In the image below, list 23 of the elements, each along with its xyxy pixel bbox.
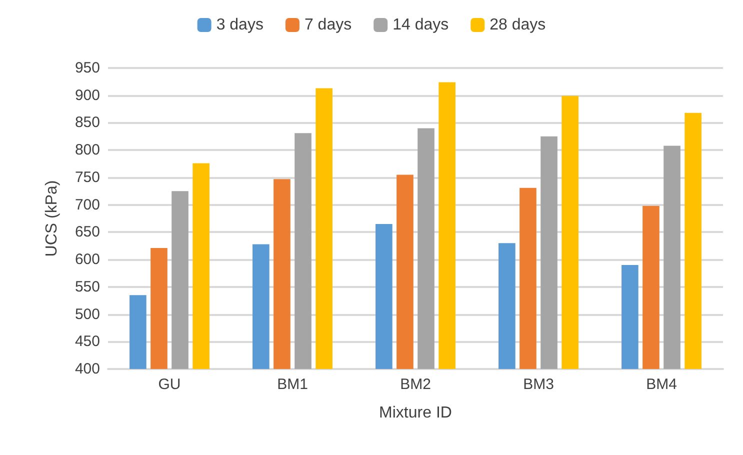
y-tick-label: 450 xyxy=(74,333,100,350)
y-tick-label: 650 xyxy=(74,224,100,241)
y-tick-label: 900 xyxy=(74,86,100,104)
x-tick-label: GU xyxy=(158,376,181,393)
y-tick-label: 700 xyxy=(74,196,100,214)
legend-label: 3 days xyxy=(216,16,264,34)
x-tick-label: BM1 xyxy=(277,376,308,393)
x-tick-label: BM2 xyxy=(400,376,431,393)
y-axis-title: UCS (kPa) xyxy=(44,180,60,257)
y-tick-label: 750 xyxy=(74,168,100,186)
legend-label: 14 days xyxy=(392,16,449,34)
y-tick-label: 600 xyxy=(74,251,100,268)
legend-label: 7 days xyxy=(304,16,352,34)
x-axis-title: Mixture ID xyxy=(379,404,452,422)
y-tick-label: 550 xyxy=(74,278,100,296)
y-tick-label: 850 xyxy=(74,114,100,132)
y-tick-label: 500 xyxy=(74,306,100,323)
y-tick-label: 950 xyxy=(74,60,100,76)
legend-label: 28 days xyxy=(490,16,546,34)
y-tick-label: 400 xyxy=(74,360,100,378)
x-tick-label: BM4 xyxy=(646,376,677,393)
x-tick-label: BM3 xyxy=(523,376,554,393)
y-tick-label: 800 xyxy=(74,142,100,159)
